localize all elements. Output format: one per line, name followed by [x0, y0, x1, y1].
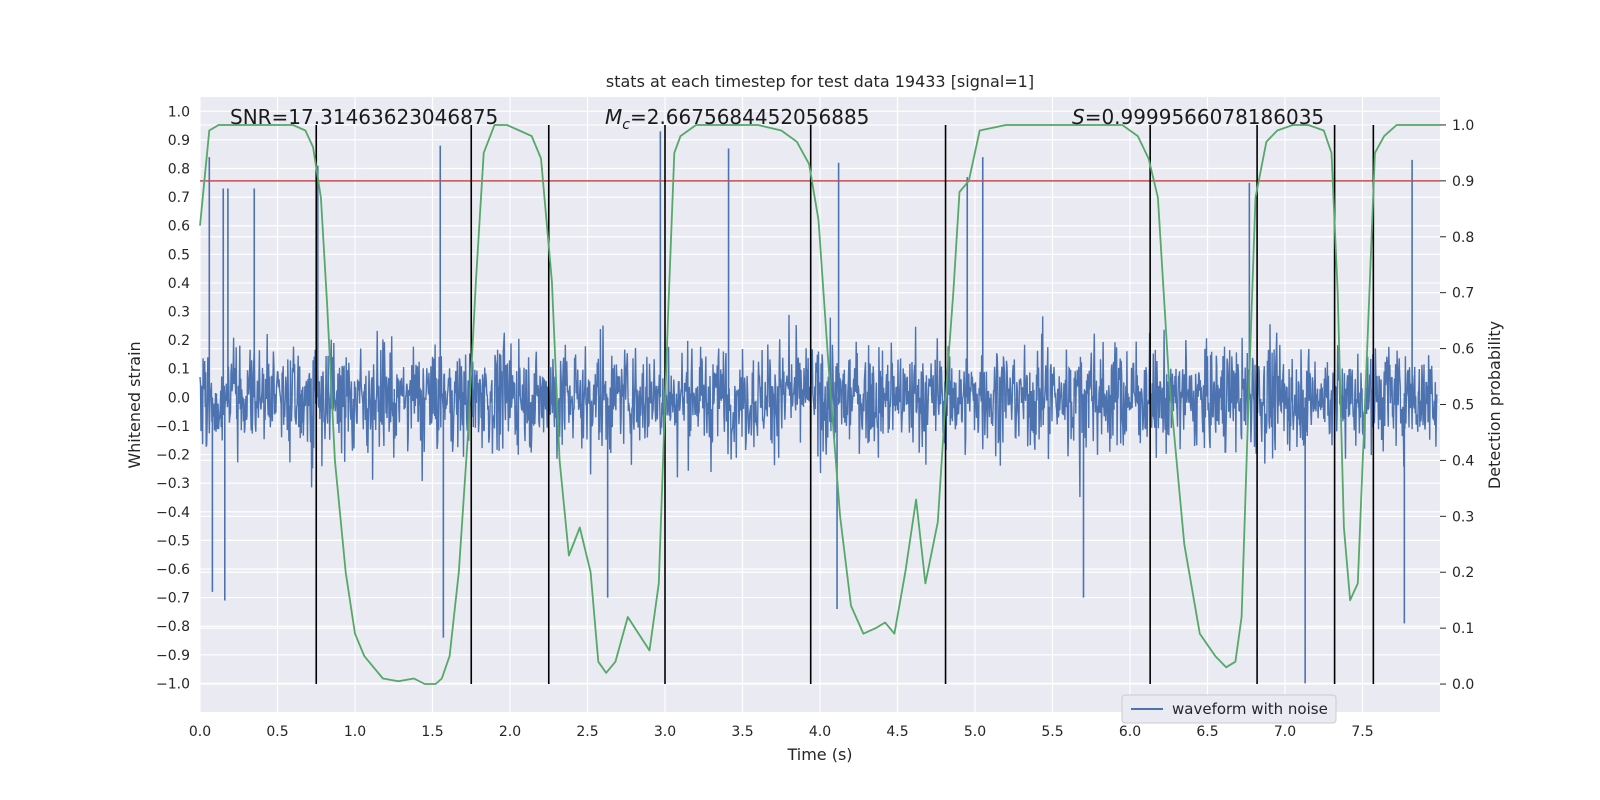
y-tick-label: −0.1 [156, 419, 190, 435]
vertical-markers [315, 124, 1375, 685]
x-tick-label: 5.0 [964, 724, 986, 740]
y-tick-label: −0.5 [156, 533, 190, 549]
x-tick-label: 0.0 [189, 724, 211, 740]
x-tick-label: 5.5 [1041, 724, 1063, 740]
mc-value: =2.6675684452056885 [630, 105, 869, 129]
y-tick-label: 0.7 [168, 190, 190, 206]
y2-tick-label: 1.0 [1452, 118, 1474, 134]
x-tick-label: 6.5 [1196, 724, 1218, 740]
y2-tick-label: 0.7 [1452, 286, 1474, 302]
s-symbol: S [1072, 105, 1085, 129]
probability-line [199, 124, 1440, 685]
y-tick-label: −0.4 [156, 505, 190, 521]
y-axis-label: Whitened strain [125, 341, 144, 468]
legend-entry: waveform with noise [1172, 700, 1328, 718]
snr-annotation: SNR=17.31463623046875 [230, 105, 498, 129]
y-tick-label: 0.1 [168, 362, 190, 378]
y2-tick-label: 0.9 [1452, 174, 1474, 190]
x-tick-label: 7.5 [1351, 724, 1373, 740]
y-tick-label: 0.3 [168, 305, 190, 321]
x-tick-label: 6.0 [1119, 724, 1141, 740]
y-tick-label: 0.6 [168, 219, 190, 235]
y2-axis-ticks: 0.0 0.1 0.2 0.3 0.4 0.5 0.6 0.7 0.8 0.9 1.0 [1440, 118, 1474, 693]
chirp-mass-annotation: Mc=2.6675684452056885 [605, 105, 869, 133]
y-tick-label: 0.4 [168, 276, 190, 292]
x-tick-label: 4.0 [809, 724, 831, 740]
legend-box [1121, 694, 1337, 724]
y-tick-label: −0.3 [156, 476, 190, 492]
y-tick-label: −0.8 [156, 619, 190, 635]
y2-tick-label: 0.6 [1452, 342, 1474, 358]
y-tick-label: −0.9 [156, 648, 190, 664]
x-axis-label: Time (s) [786, 745, 852, 764]
y-tick-label: 1.0 [168, 104, 190, 120]
strain-series-group [199, 131, 1438, 684]
x-tick-label: 7.0 [1274, 724, 1296, 740]
y-tick-label: 0.0 [168, 390, 190, 406]
x-tick-label: 2.0 [499, 724, 521, 740]
y2-tick-label: 0.2 [1452, 565, 1474, 581]
x-tick-label: 4.5 [886, 724, 908, 740]
y-tick-label: −0.6 [156, 562, 190, 578]
y-axis-ticks: 1.0 0.9 0.8 0.7 0.6 0.5 0.4 0.3 0.2 0.1 0.0 −0.1 −0.… [156, 104, 190, 692]
x-tick-label: 1.5 [421, 724, 443, 740]
mc-symbol: M [605, 105, 622, 129]
y-tick-label: 0.9 [168, 133, 190, 149]
y-tick-label: 0.5 [168, 247, 190, 263]
mc-subscript: c [622, 117, 630, 133]
x-tick-label: 3.0 [654, 724, 676, 740]
x-tick-label: 1.0 [344, 724, 366, 740]
y-tick-label: −0.2 [156, 448, 190, 464]
x-axis-ticks: 0.0 0.5 1.0 1.5 2.0 2.5 3.0 3.5 4.0 4.5 5.0 5.5 6.0 6… [189, 724, 1374, 740]
y2-tick-label: 0.0 [1452, 677, 1474, 693]
y2-tick-label: 0.5 [1452, 398, 1474, 414]
y-tick-label: 0.2 [168, 333, 190, 349]
x-tick-label: 3.5 [731, 724, 753, 740]
strain-line [199, 314, 1438, 498]
y2-tick-label: 0.3 [1452, 509, 1474, 525]
y-tick-label: 0.8 [168, 162, 190, 178]
y-tick-label: −1.0 [156, 676, 190, 692]
x-tick-label: 0.5 [266, 724, 288, 740]
chart-title: stats at each timestep for test data 194… [606, 72, 1034, 91]
s-annotation: S=0.9999566078186035 [1072, 105, 1324, 129]
y2-tick-label: 0.4 [1452, 453, 1474, 469]
y2-axis-label: Detection probability [1485, 321, 1504, 489]
legend: waveform with noise [1121, 694, 1337, 724]
y2-tick-label: 0.8 [1452, 230, 1474, 246]
y-tick-label: −0.7 [156, 591, 190, 607]
y2-tick-label: 0.1 [1452, 621, 1474, 637]
s-value: =0.9999566078186035 [1085, 105, 1324, 129]
x-tick-label: 2.5 [576, 724, 598, 740]
probability-series-group [199, 124, 1440, 685]
